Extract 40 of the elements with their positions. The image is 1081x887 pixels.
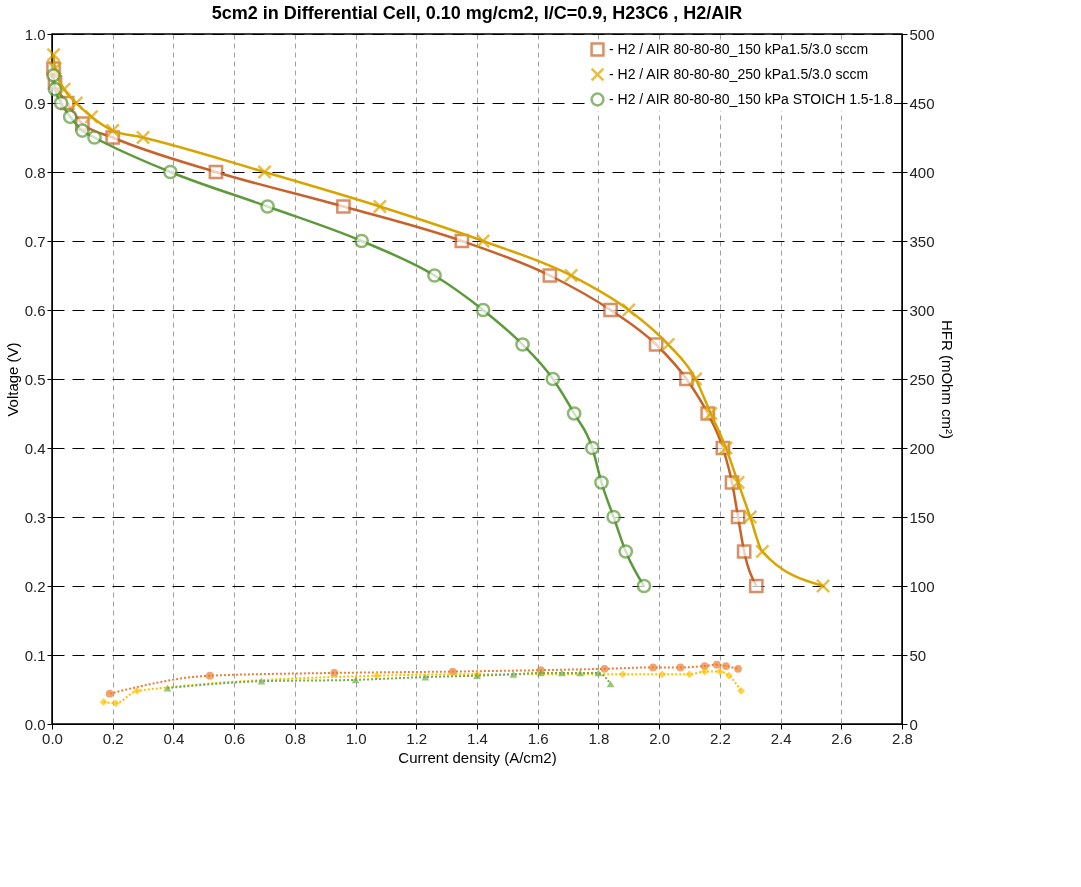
y-tick-label: 0.6: [24, 301, 46, 319]
legend-label: - H2 / AIR 80-80-80_250 kPa1.5/3.0 sccm: [609, 65, 869, 82]
x-tick-label: 0.2: [102, 729, 124, 747]
y-tick-label: 0.8: [24, 163, 46, 181]
y2-tick-label: 500: [909, 25, 935, 43]
y-tick-label: 0.9: [24, 94, 46, 112]
x-tick-label: 0.4: [163, 729, 185, 747]
y2-tick-label: 400: [909, 163, 935, 181]
x-tick-label: 1.0: [345, 729, 367, 747]
x-tick-label: 1.4: [467, 729, 488, 747]
y-tick-label: 0.4: [24, 439, 46, 457]
y-tick-label: 1.0: [24, 25, 46, 43]
x-tick-label: 0.6: [224, 729, 246, 747]
x-tick-label: 1.6: [527, 729, 549, 747]
x-tick-label: 2.0: [649, 729, 671, 747]
chart-title: 5cm2 in Differential Cell, 0.10 mg/cm2, I/C=0.9, H23C6 , H2/AIR: [211, 3, 743, 23]
y-tick-label: 0.1: [24, 646, 46, 664]
y-tick-label: 0.5: [24, 370, 46, 388]
y2-tick-label: 150: [909, 508, 935, 526]
x-tick-label: 1.8: [588, 729, 610, 747]
y2-tick-label: 200: [909, 439, 935, 457]
x-axis-title: Current density (A/cm2): [398, 748, 557, 766]
x-tick-label: 2.4: [770, 729, 792, 747]
y-tick-label: 0.7: [24, 232, 46, 250]
y-axis-title: Voltage (V): [3, 342, 21, 417]
y2-tick-label: 250: [909, 370, 935, 388]
legend-label: - H2 / AIR 80-80-80_150 kPa1.5/3.0 sccm: [609, 40, 869, 57]
y2-tick-label: 100: [909, 577, 935, 595]
x-tick-label: 2.6: [831, 729, 853, 747]
y2-tick-label: 50: [909, 646, 927, 664]
y2-tick-label: 350: [909, 232, 935, 250]
y2-axis-title: HFR (mOhm cm²): [938, 319, 956, 440]
x-tick-label: 0.8: [284, 729, 306, 747]
y2-tick-label: 300: [909, 301, 935, 319]
x-tick-label: 1.2: [406, 729, 428, 747]
legend-label: - H2 / AIR 80-80-80_150 kPa STOICH 1.5-1.8: [609, 90, 893, 107]
y-tick-label: 0.3: [24, 508, 46, 526]
y-tick-label: 0.2: [24, 577, 46, 595]
x-tick-label: 2.2: [709, 729, 731, 747]
y2-tick-label: 450: [909, 94, 935, 112]
